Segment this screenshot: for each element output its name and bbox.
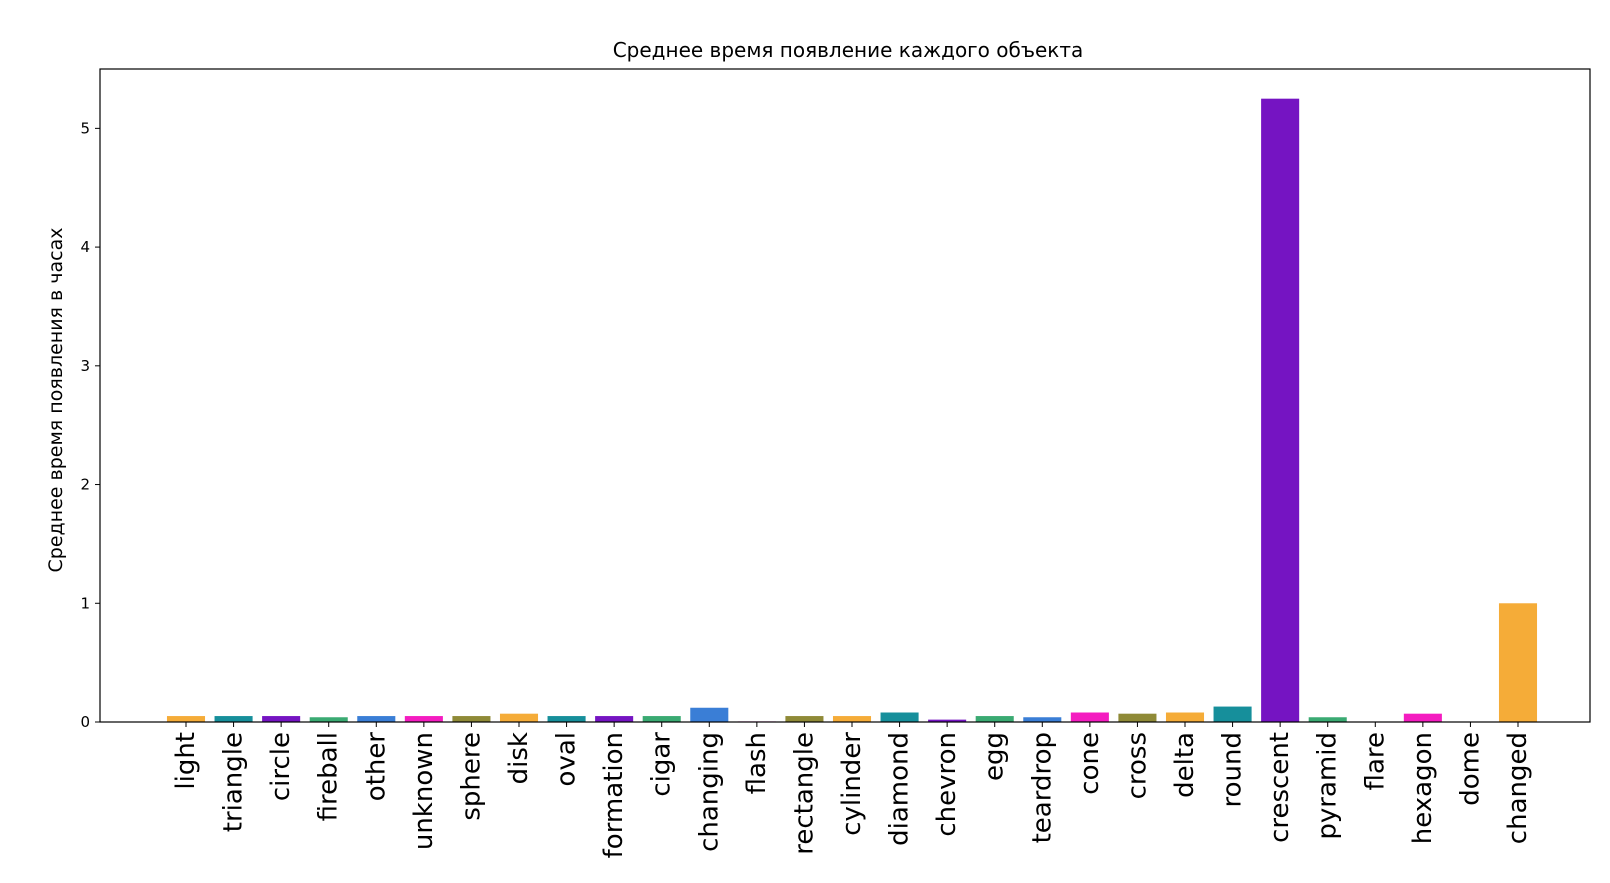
- x-tick-label: pyramid: [1313, 732, 1343, 840]
- x-tick-label: dome: [1455, 732, 1485, 806]
- x-tick-label: cone: [1075, 732, 1105, 795]
- bar-triangle: [214, 716, 253, 722]
- x-tick-label: oval: [552, 732, 582, 786]
- bar-disk: [499, 713, 539, 722]
- bar-formation: [595, 716, 634, 722]
- x-tick-label: flare: [1360, 732, 1390, 790]
- chart-title: Среднее время появление каждого объекта: [613, 38, 1084, 62]
- x-tick-label: disk: [504, 732, 534, 784]
- x-tick-label: formation: [599, 732, 629, 858]
- x-tick-label: flash: [742, 732, 772, 794]
- x-tick-label: round: [1218, 732, 1248, 808]
- x-tick-label: changed: [1503, 732, 1533, 844]
- x-tick-label: sphere: [456, 732, 486, 821]
- x-tick-label: hexagon: [1408, 732, 1438, 844]
- bar-cylinder: [832, 716, 872, 722]
- bar-cone: [1070, 712, 1109, 722]
- bar-round: [1213, 706, 1252, 722]
- bar-other: [357, 716, 396, 722]
- bar-circle: [262, 716, 301, 722]
- bar-light: [166, 716, 206, 722]
- x-tick-label: fireball: [314, 732, 344, 821]
- bar-egg: [975, 716, 1014, 722]
- x-tick-label: egg: [980, 732, 1010, 781]
- x-axis-ticks: light triangle circle fireball other unknown s…: [171, 722, 1533, 858]
- bar-diamond: [880, 712, 919, 722]
- x-tick-label: unknown: [409, 732, 439, 850]
- bar-changed: [1498, 603, 1538, 722]
- bar-hexagon: [1403, 713, 1442, 722]
- bars-group: [166, 98, 1538, 723]
- bar-delta: [1165, 712, 1205, 722]
- y-tick-label: 2: [80, 476, 90, 494]
- x-tick-label: cylinder: [837, 732, 867, 836]
- x-tick-label: chevron: [932, 732, 962, 837]
- bar-crescent: [1261, 98, 1300, 723]
- x-tick-label: rectangle: [789, 732, 819, 855]
- bar-teardrop: [1023, 717, 1062, 722]
- bar-cigar: [642, 716, 681, 722]
- plot-frame: [99, 68, 1591, 723]
- x-tick-label: cross: [1122, 732, 1152, 799]
- x-tick-label: other: [361, 732, 391, 802]
- x-tick-label: crescent: [1265, 732, 1295, 843]
- y-tick-label: 4: [80, 238, 90, 256]
- x-tick-label: changing: [694, 732, 724, 852]
- bar-cross: [1118, 713, 1157, 722]
- bar-unknown: [404, 716, 443, 722]
- bar-changing: [690, 707, 729, 722]
- y-tick-label: 1: [80, 594, 90, 612]
- x-tick-label: diamond: [885, 732, 915, 846]
- bar-chevron: [928, 719, 967, 722]
- y-axis-ticks: 0 1 2 3 4 5: [80, 119, 100, 731]
- x-tick-label: light: [171, 732, 201, 790]
- x-tick-label: delta: [1170, 732, 1200, 798]
- x-tick-label: circle: [266, 732, 296, 801]
- x-tick-label: triangle: [219, 732, 249, 832]
- bar-sphere: [452, 716, 491, 722]
- bar-oval: [547, 716, 586, 722]
- bar-pyramid: [1308, 717, 1347, 722]
- y-tick-label: 5: [80, 119, 90, 137]
- y-tick-label: 0: [80, 713, 90, 731]
- x-tick-label: teardrop: [1027, 732, 1057, 843]
- bar-rectangle: [785, 716, 824, 722]
- bar-fireball: [309, 717, 348, 722]
- y-axis-label: Среднее время появления в часах: [45, 228, 67, 573]
- y-tick-label: 3: [80, 357, 90, 375]
- x-tick-label: cigar: [647, 732, 677, 797]
